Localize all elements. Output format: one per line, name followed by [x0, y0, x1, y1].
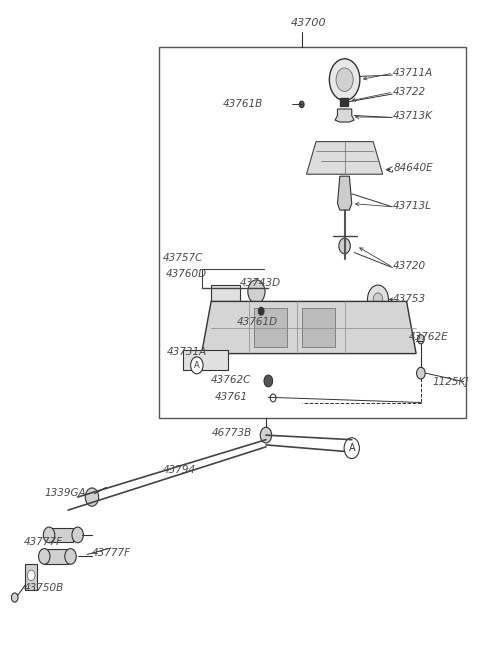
Circle shape	[339, 238, 350, 253]
Circle shape	[336, 68, 353, 92]
Circle shape	[368, 285, 388, 314]
Text: 46773B: 46773B	[212, 428, 252, 438]
Circle shape	[258, 307, 264, 315]
Circle shape	[38, 549, 50, 564]
Circle shape	[270, 394, 276, 402]
Text: 43794: 43794	[163, 464, 196, 475]
Bar	[211, 285, 240, 301]
Text: 43731A: 43731A	[167, 347, 207, 357]
Text: 43757C: 43757C	[163, 253, 203, 263]
Polygon shape	[202, 301, 416, 354]
Circle shape	[248, 280, 265, 303]
Text: 43720: 43720	[393, 261, 426, 271]
Circle shape	[417, 367, 425, 379]
Bar	[340, 98, 348, 105]
Circle shape	[260, 427, 272, 443]
Circle shape	[418, 335, 424, 344]
Bar	[44, 550, 68, 563]
Text: 43753: 43753	[393, 294, 426, 304]
Circle shape	[27, 570, 35, 580]
Bar	[182, 350, 228, 370]
Text: 1125KJ: 1125KJ	[432, 377, 468, 386]
Text: A: A	[194, 361, 200, 370]
Text: 43762C: 43762C	[211, 375, 252, 385]
Text: 43713K: 43713K	[393, 111, 433, 121]
Circle shape	[344, 438, 360, 458]
Polygon shape	[254, 308, 288, 347]
Circle shape	[85, 488, 98, 506]
Circle shape	[191, 357, 203, 374]
Text: 43761B: 43761B	[223, 99, 264, 109]
Circle shape	[43, 527, 55, 543]
Text: 43700: 43700	[291, 18, 327, 28]
Text: 84640E: 84640E	[393, 163, 433, 174]
Bar	[25, 564, 37, 590]
Circle shape	[12, 593, 18, 602]
Polygon shape	[335, 109, 354, 122]
Text: 43777F: 43777F	[92, 548, 131, 557]
Circle shape	[373, 293, 383, 306]
Text: 43722: 43722	[393, 87, 426, 97]
Circle shape	[264, 375, 273, 387]
Bar	[159, 47, 466, 417]
Text: 43761: 43761	[215, 392, 248, 402]
Text: 43762E: 43762E	[409, 332, 449, 343]
Circle shape	[65, 549, 76, 564]
Polygon shape	[302, 308, 335, 347]
Text: 43777F: 43777F	[24, 537, 62, 547]
Text: 1339GA: 1339GA	[44, 487, 86, 498]
Text: 43711A: 43711A	[393, 68, 433, 78]
Polygon shape	[337, 176, 352, 210]
Text: A: A	[348, 443, 355, 453]
Text: 43750B: 43750B	[24, 584, 63, 593]
Text: 43760D: 43760D	[166, 269, 207, 279]
Text: 43713L: 43713L	[393, 200, 432, 210]
Bar	[49, 528, 73, 542]
Text: 43743D: 43743D	[240, 278, 281, 288]
Circle shape	[72, 527, 84, 543]
Polygon shape	[306, 141, 383, 174]
Text: 43761D: 43761D	[236, 317, 277, 328]
Circle shape	[300, 101, 304, 107]
Circle shape	[329, 59, 360, 100]
